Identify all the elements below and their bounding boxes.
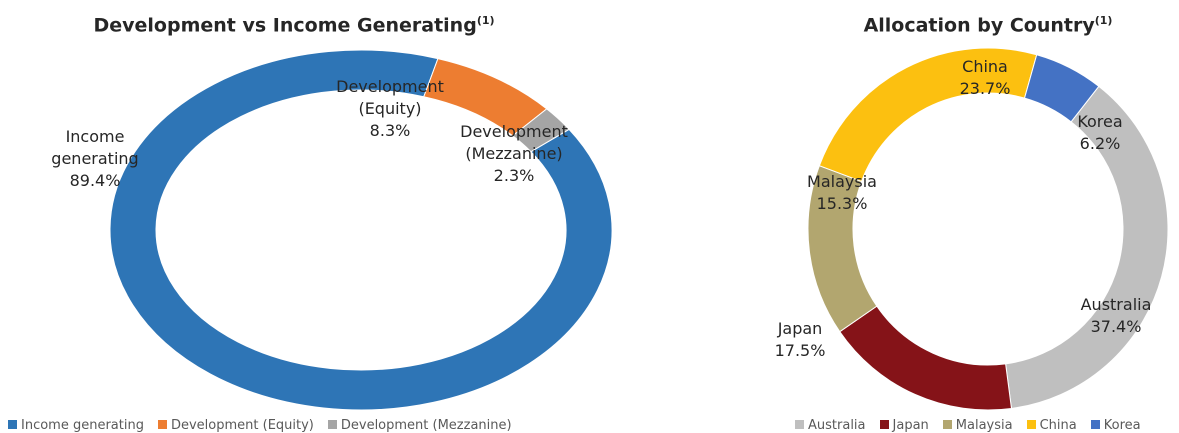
title-note: (1) bbox=[476, 14, 495, 27]
legend-swatch bbox=[795, 420, 804, 429]
slice-label: Korea 6.2% bbox=[1065, 111, 1135, 155]
slice-name: Income generating bbox=[51, 127, 139, 168]
legend-text: Japan bbox=[892, 418, 929, 433]
legend-text: Income generating bbox=[21, 418, 144, 433]
slice-name: Malaysia bbox=[807, 172, 877, 191]
legend-text: Malaysia bbox=[955, 418, 1013, 433]
slice-value: 15.3% bbox=[816, 194, 868, 213]
chart-title: Development vs Income Generating(1) bbox=[93, 14, 494, 36]
slice-label: Japan 17.5% bbox=[760, 318, 840, 362]
legend-item: Development (Equity) bbox=[157, 418, 314, 433]
slice-name: Korea bbox=[1077, 112, 1123, 131]
legend-swatch bbox=[879, 420, 889, 429]
legend-item: Japan bbox=[879, 418, 929, 433]
legend: Income generating Development (Equity) Dev… bbox=[8, 418, 526, 433]
legend-text: Australia bbox=[808, 418, 866, 433]
slice-label: Development (Equity) 8.3% bbox=[335, 76, 445, 142]
slice-value: 23.7% bbox=[959, 79, 1011, 98]
legend-swatch bbox=[157, 420, 167, 429]
slice-label: China 23.7% bbox=[945, 56, 1025, 100]
slice bbox=[839, 305, 1013, 411]
slice-name: Japan bbox=[777, 319, 823, 338]
legend-swatch bbox=[1090, 420, 1100, 429]
slice-name: Development (Mezzanine) bbox=[460, 122, 568, 163]
slice bbox=[1023, 54, 1100, 123]
slice-name: China bbox=[962, 57, 1008, 76]
chart-title: Allocation by Country(1) bbox=[864, 14, 1113, 36]
slice-value: 37.4% bbox=[1090, 317, 1142, 336]
slice-label: Malaysia 15.3% bbox=[797, 171, 887, 215]
legend-swatch bbox=[327, 420, 337, 429]
slice-label: Income generating 89.4% bbox=[45, 126, 145, 192]
legend-item: Korea bbox=[1090, 418, 1141, 433]
legend-item: Australia bbox=[795, 418, 866, 433]
legend-text: Development (Equity) bbox=[170, 418, 314, 433]
legend-item: Development (Mezzanine) bbox=[327, 418, 512, 433]
title-note: (1) bbox=[1094, 14, 1113, 27]
slice-value: 89.4% bbox=[69, 171, 121, 190]
slice-value: 2.3% bbox=[493, 166, 535, 185]
slice-name: Australia bbox=[1080, 295, 1152, 314]
slice bbox=[109, 49, 613, 411]
legend: Australia Japan Malaysia China Korea bbox=[795, 418, 1155, 433]
slice bbox=[1005, 85, 1169, 410]
legend-text: China bbox=[1039, 418, 1077, 433]
slice-value: 17.5% bbox=[774, 341, 826, 360]
slice-value: 6.2% bbox=[1079, 134, 1121, 153]
slice-value: 8.3% bbox=[369, 121, 411, 140]
legend-item: China bbox=[1026, 418, 1077, 433]
legend-swatch bbox=[942, 420, 952, 429]
title-text: Development vs Income Generating bbox=[93, 14, 477, 37]
legend-swatch bbox=[1026, 420, 1036, 429]
legend-text: Korea bbox=[1103, 418, 1141, 433]
slice-label: Australia 37.4% bbox=[1066, 294, 1166, 338]
legend-item: Malaysia bbox=[942, 418, 1013, 433]
legend-text: Development (Mezzanine) bbox=[340, 418, 512, 433]
title-text: Allocation by Country bbox=[863, 14, 1095, 37]
slice-name: Development (Equity) bbox=[336, 77, 444, 118]
legend-item: Income generating bbox=[8, 418, 144, 433]
legend-swatch bbox=[8, 420, 17, 429]
slice-label: Development (Mezzanine) 2.3% bbox=[454, 121, 574, 187]
slice bbox=[511, 108, 570, 153]
